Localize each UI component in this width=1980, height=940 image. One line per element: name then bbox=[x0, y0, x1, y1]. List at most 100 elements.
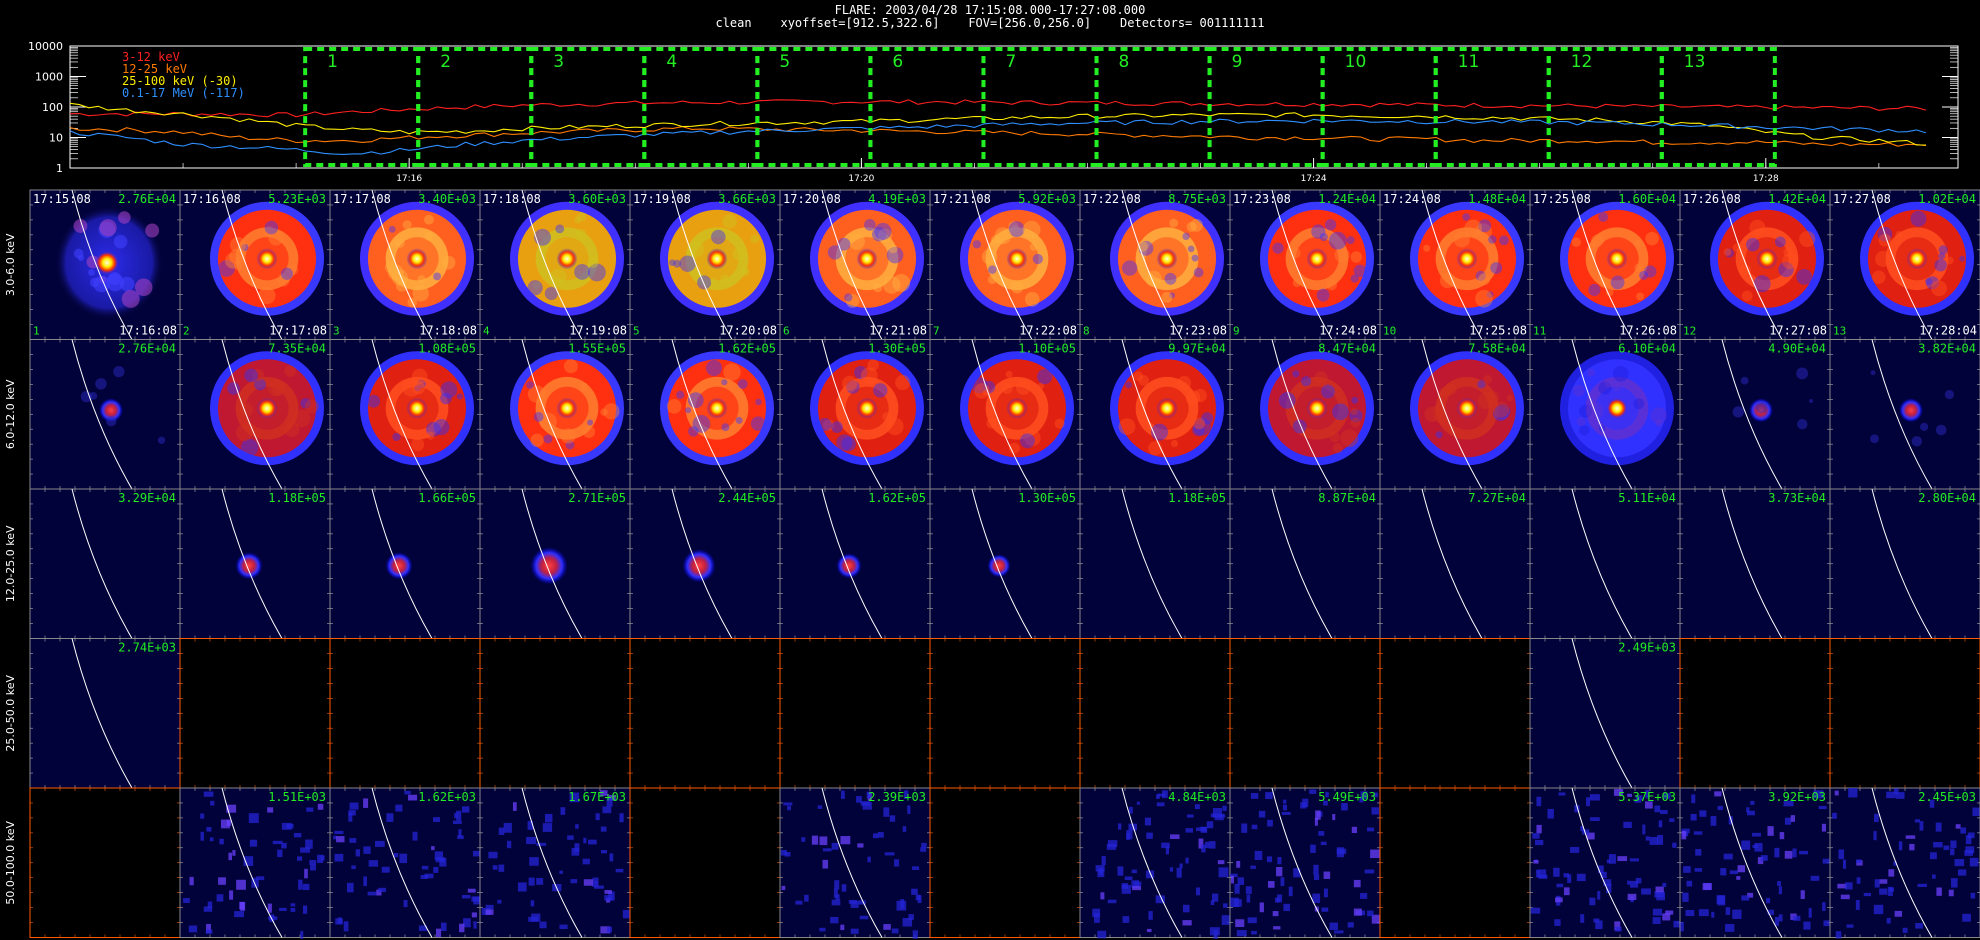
flare-core bbox=[1606, 248, 1628, 270]
solar-limb bbox=[1871, 488, 1933, 639]
noise-speckle bbox=[1288, 886, 1293, 897]
solar-limb bbox=[1571, 488, 1633, 639]
start-time: 17:17:08 bbox=[333, 192, 391, 206]
noise-speckle bbox=[1334, 930, 1344, 934]
noise-speckle bbox=[1205, 841, 1210, 849]
texture-blob bbox=[1334, 247, 1350, 263]
texture-blob bbox=[1311, 224, 1326, 239]
peak-value: 8.47E+04 bbox=[1318, 342, 1376, 356]
noise-speckle bbox=[544, 813, 553, 823]
noise-speckle bbox=[1535, 839, 1544, 846]
noise-speckle bbox=[567, 835, 574, 840]
noise-speckle bbox=[1170, 834, 1180, 839]
texture-blob bbox=[1326, 279, 1338, 291]
noise-speckle bbox=[1757, 857, 1764, 865]
texture-blob bbox=[582, 425, 596, 438]
texture-blob bbox=[818, 418, 832, 432]
noise-speckle bbox=[296, 856, 303, 861]
texture-blob bbox=[882, 276, 901, 294]
flare-core bbox=[1156, 397, 1178, 419]
noise-speckle bbox=[1211, 893, 1219, 902]
image-panel bbox=[629, 787, 781, 938]
noise-speckle bbox=[1967, 832, 1975, 839]
noise-speckle bbox=[209, 837, 214, 842]
image-panel: 3.40E+03 17:17:08 17:18:08 3 bbox=[329, 189, 481, 340]
noise-speckle bbox=[1750, 800, 1755, 805]
texture-blob bbox=[1959, 255, 1966, 262]
image-panel: 2.76E+04 17:15:08 17:16:08 1 bbox=[29, 189, 181, 340]
texture-blob bbox=[1483, 374, 1493, 384]
noise-speckle bbox=[1186, 814, 1194, 818]
noise-speckle bbox=[317, 854, 324, 864]
noise-speckle bbox=[506, 840, 512, 849]
texture-blob bbox=[1598, 277, 1610, 288]
noise-speckle bbox=[498, 864, 505, 872]
noise-speckle bbox=[1741, 840, 1751, 850]
noise-speckle bbox=[218, 877, 226, 885]
texture-blob bbox=[240, 438, 259, 457]
texture-blob bbox=[1925, 278, 1933, 286]
texture-blob bbox=[1433, 403, 1444, 414]
texture-blob bbox=[1946, 256, 1954, 265]
noise-speckle bbox=[386, 813, 394, 822]
solar-limb bbox=[1421, 189, 1483, 340]
noise-speckle bbox=[1199, 826, 1207, 832]
noise-speckle bbox=[1210, 900, 1215, 906]
texture-blob bbox=[1340, 429, 1359, 448]
peak-value: 1.02E+04 bbox=[1918, 192, 1976, 206]
texture-blob bbox=[1872, 270, 1886, 284]
flare-core bbox=[1899, 398, 1923, 423]
noise-speckle bbox=[1353, 879, 1361, 888]
texture-blob bbox=[1005, 370, 1013, 378]
texture-blob bbox=[396, 280, 408, 292]
noise-speckle bbox=[542, 823, 553, 832]
solar-limb bbox=[1121, 488, 1183, 639]
noise-speckle bbox=[1603, 879, 1612, 886]
noise-speckle bbox=[1751, 832, 1761, 837]
noise-speckle bbox=[1590, 817, 1600, 821]
noise-speckle bbox=[1932, 874, 1936, 879]
texture-blob bbox=[669, 259, 676, 267]
image-panel: 4.19E+03 17:20:08 17:21:08 6 bbox=[779, 189, 931, 340]
noise-speckle bbox=[458, 829, 462, 838]
flare-core bbox=[556, 397, 578, 419]
peak-value: 1.30E+05 bbox=[1018, 491, 1076, 505]
noise-speckle bbox=[1293, 868, 1301, 878]
lightcurve-plot: 10000 1000 100 10 1 17:16 17:20 17:24 17:28 3-12 … bbox=[28, 40, 1959, 184]
noise-speckle bbox=[1784, 817, 1792, 825]
noise-speckle bbox=[1367, 827, 1375, 832]
noise-speckle bbox=[334, 853, 344, 862]
noise-speckle bbox=[281, 822, 292, 830]
noise-speckle bbox=[784, 852, 791, 857]
interval-number: 3 bbox=[553, 52, 564, 72]
peak-value: 7.27E+04 bbox=[1468, 491, 1526, 505]
interval-index: 11 bbox=[1533, 325, 1546, 338]
peak-value: 2.49E+03 bbox=[1618, 641, 1676, 655]
noise-speckle bbox=[1799, 850, 1809, 855]
noise-speckle bbox=[529, 857, 539, 866]
image-panel: 2.39E+03 bbox=[779, 787, 931, 939]
noise-speckle bbox=[530, 900, 535, 907]
noise-speckle bbox=[456, 810, 462, 821]
noise-speckle bbox=[1230, 875, 1235, 884]
noise-speckle bbox=[1563, 887, 1570, 896]
texture-blob bbox=[842, 375, 858, 391]
texture-blob bbox=[987, 275, 997, 285]
texture-blob bbox=[1612, 366, 1629, 382]
noise-speckle bbox=[1131, 869, 1137, 874]
texture-blob bbox=[1019, 433, 1035, 449]
interval-index: 7 bbox=[933, 325, 940, 338]
legend-entry: 3-12 keV bbox=[122, 50, 180, 64]
noise-speckle bbox=[440, 922, 447, 931]
texture-blob bbox=[279, 273, 287, 281]
noise-speckle bbox=[607, 926, 612, 933]
noise-speckle bbox=[1649, 836, 1659, 845]
noise-speckle bbox=[1754, 842, 1763, 852]
noise-speckle bbox=[1837, 883, 1847, 889]
noise-speckle bbox=[1767, 826, 1774, 836]
noise-speckle bbox=[1710, 816, 1717, 826]
interval-index: 8 bbox=[1083, 325, 1090, 338]
noise-speckle bbox=[1614, 921, 1621, 931]
flare-core bbox=[556, 248, 578, 270]
texture-blob bbox=[1588, 242, 1596, 251]
